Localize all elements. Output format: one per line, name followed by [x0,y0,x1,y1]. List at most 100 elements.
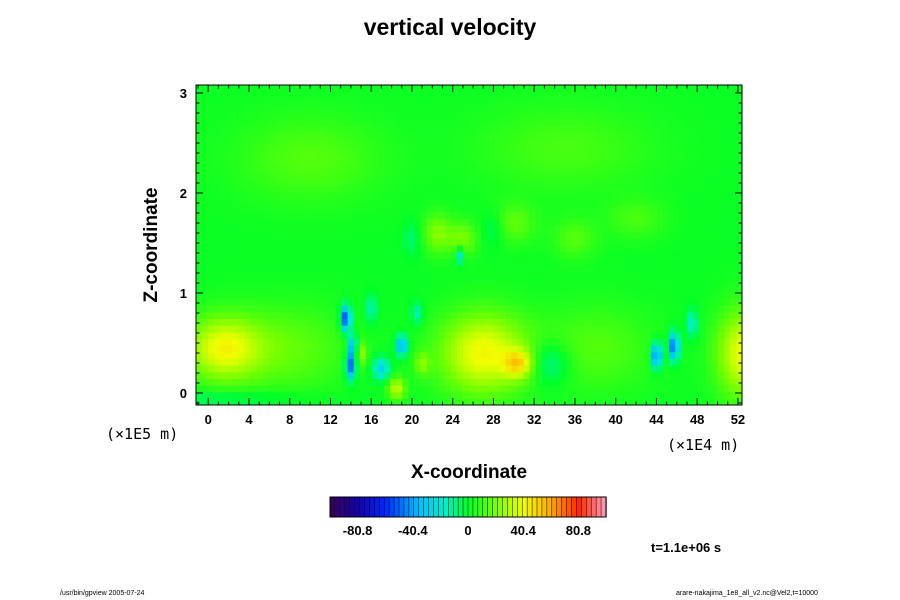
heatmap-cell [596,298,604,306]
heatmap-cell [232,131,240,139]
heatmap-cell [578,338,585,346]
heatmap-cell [456,385,464,393]
heatmap-cell [347,165,355,173]
heatmap-cell [347,125,355,133]
heatmap-cell [681,351,688,359]
heatmap-cell [462,118,470,126]
heatmap-cell [323,158,331,166]
heatmap-cell [590,291,597,299]
heatmap-cell [232,285,240,293]
heatmap-cell [602,118,610,126]
heatmap-cell [735,85,742,93]
heatmap-cell [657,391,664,399]
heatmap-cell [723,265,731,273]
heatmap-cell [620,285,628,293]
heatmap-cell [450,131,458,139]
heatmap-cell [638,218,646,226]
heatmap-cell [596,178,604,186]
heatmap-cell [359,365,367,373]
heatmap-cell [687,358,695,366]
heatmap-cell [511,358,519,366]
heatmap-cell [723,365,731,373]
heatmap-cell [644,118,652,126]
heatmap-cell [517,365,525,373]
heatmap-cell [414,205,422,213]
heatmap-cell [541,291,549,299]
heatmap-cell [481,351,488,359]
colorbar-segment [428,496,435,518]
heatmap-cell [202,251,209,259]
heatmap-cell [644,265,652,273]
heatmap-cell [572,158,579,166]
heatmap-cell [729,298,737,306]
heatmap-cell [250,151,258,159]
heatmap-cell [511,291,519,299]
heatmap-cell [711,238,719,246]
heatmap-cell [462,325,470,333]
heatmap-cell [711,111,719,119]
heatmap-cell [584,325,591,333]
heatmap-cell [378,211,385,219]
heatmap-cell [699,85,707,93]
heatmap-cell [299,231,306,239]
heatmap-cell [529,165,537,173]
heatmap-cell [675,118,682,126]
heatmap-cell [202,245,209,253]
heatmap-cell [408,278,415,286]
heatmap-cell [699,238,707,246]
heatmap-cell [293,185,300,193]
heatmap-cell [578,291,585,299]
heatmap-cell [620,258,628,266]
heatmap-cell [620,171,628,179]
heatmap-cell [711,98,719,106]
heatmap-cell [693,185,701,193]
heatmap-cell [353,305,361,313]
heatmap-cell [287,398,294,405]
heatmap-cell [711,265,719,273]
heatmap-cell [602,158,610,166]
heatmap-cell [365,385,373,393]
heatmap-cell [432,351,440,359]
heatmap-cell [444,98,452,106]
heatmap-cell [408,198,415,206]
heatmap-cell [280,138,288,146]
heatmap-cell [438,111,446,119]
heatmap-cell [723,158,731,166]
heatmap-cell [220,285,227,293]
heatmap-cell [293,91,300,99]
heatmap-cell [541,331,549,339]
heatmap-cell [590,198,597,206]
heatmap-cell [541,111,549,119]
heatmap-cell [517,291,525,299]
heatmap-cell [408,311,415,319]
heatmap-cell [529,158,537,166]
heatmap-cell [669,158,676,166]
heatmap-cell [414,225,422,233]
heatmap-cell [553,158,561,166]
heatmap-cell [299,398,306,405]
heatmap-cell [493,365,500,373]
heatmap-cell [202,298,209,306]
heatmap-cell [541,225,549,233]
heatmap-cell [517,305,525,313]
heatmap-cell [651,358,658,366]
heatmap-cell [632,391,640,399]
colorbar-tick-label: 40.4 [511,523,537,538]
heatmap-cell [202,191,209,199]
heatmap-cell [584,105,591,113]
heatmap-cell [608,91,616,99]
heatmap-cell [420,178,428,186]
heatmap-cell [214,378,221,386]
heatmap-cell [226,111,233,119]
heatmap-cell [626,325,634,333]
heatmap-cell [329,371,337,379]
heatmap-cell [735,131,742,139]
heatmap-cell [481,298,488,306]
heatmap-cell [390,398,397,405]
heatmap-cell [450,298,458,306]
heatmap-cell [487,351,494,359]
heatmap-cell [529,231,537,239]
heatmap-cell [456,291,464,299]
heatmap-cell [426,318,434,326]
